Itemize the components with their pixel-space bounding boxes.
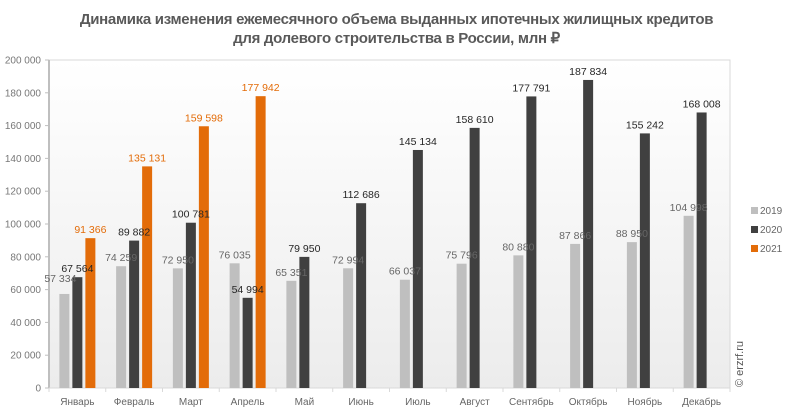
y-tick-label: 120 000 (5, 187, 42, 198)
bar-2019 (570, 243, 581, 388)
x-tick-label: Август (460, 397, 491, 408)
data-labels: 57 334 74 259 72 950 76 035 65 351 72 994 66 0… (44, 66, 720, 296)
data-label-2020: 54 994 (232, 284, 264, 296)
data-label-2019: 88 950 (616, 228, 648, 240)
bars (59, 79, 707, 389)
chart-title: Динамика изменения ежемесячного объема в… (0, 10, 793, 48)
y-tick-label: 180 000 (5, 88, 42, 99)
data-label-2019: 65 351 (275, 267, 307, 279)
bar-2021 (142, 166, 153, 388)
legend-swatch-2020 (751, 226, 758, 233)
data-label-2020: 177 791 (512, 82, 550, 94)
data-label-2021: 91 366 (74, 224, 106, 236)
data-label-2020: 79 950 (288, 243, 320, 255)
x-tick-label: Январь (60, 397, 94, 408)
data-label-2019: 72 950 (162, 254, 194, 266)
legend-swatch-2021 (751, 245, 758, 252)
data-label-2019: 72 994 (332, 254, 364, 266)
legend-label-2019: 2019 (760, 206, 783, 217)
bar-2019 (399, 279, 410, 388)
legend-swatch-2019 (751, 207, 758, 214)
x-tick-label: Октябрь (569, 396, 608, 408)
y-tick-label: 100 000 (5, 220, 42, 231)
data-label-2019: 76 035 (219, 249, 251, 261)
plot-area (48, 59, 731, 389)
watermark: © erzrf.ru (734, 341, 746, 387)
x-tick-label: Июль (405, 397, 431, 408)
y-tick-label: 200 000 (5, 56, 42, 67)
bar-2020 (412, 149, 423, 388)
x-tick-label: Февраль (114, 397, 155, 408)
bar-2020 (583, 79, 594, 388)
bar-2019 (286, 280, 297, 388)
bar-2019 (626, 242, 637, 388)
data-label-2019: 75 796 (446, 250, 478, 262)
data-label-2020: 67 564 (61, 263, 93, 275)
chart-title-line2: для долевого строительства в России, млн… (233, 30, 560, 47)
x-tick-label: Март (179, 397, 203, 408)
data-label-2021: 177 942 (242, 82, 280, 94)
data-label-2020: 100 781 (172, 209, 210, 221)
data-label-2020: 145 134 (399, 136, 437, 148)
bar-2019 (116, 266, 127, 388)
x-tick-label: Апрель (231, 397, 265, 408)
data-label-2020: 112 686 (343, 189, 380, 201)
x-tick-label: Сентябрь (509, 396, 554, 408)
bar-2020 (242, 297, 253, 388)
y-tick-label: 140 000 (5, 154, 42, 165)
data-label-2021: 159 598 (185, 112, 223, 124)
chart-title-line1: Динамика изменения ежемесячного объема в… (79, 11, 714, 28)
bar-2020 (185, 222, 196, 388)
data-label-2019: 74 259 (105, 252, 137, 264)
bar-2020 (696, 112, 707, 388)
bar-2021 (255, 96, 266, 389)
bar-2019 (513, 255, 524, 388)
bar-2021 (85, 238, 96, 388)
data-label-2019: 104 998 (670, 202, 708, 214)
y-tick-label: 20 000 (10, 351, 41, 362)
bar-2020 (299, 256, 310, 388)
data-label-2020: 155 242 (626, 119, 664, 131)
bar-2020 (356, 203, 367, 388)
data-label-2020: 168 008 (683, 98, 721, 110)
bar-2020 (129, 240, 140, 388)
legend-label-2020: 2020 (760, 225, 783, 236)
data-label-2020: 187 834 (569, 66, 607, 78)
data-label-2019: 80 880 (502, 241, 534, 253)
y-tick-label: 160 000 (5, 121, 42, 132)
data-label-2021: 135 131 (128, 152, 166, 164)
data-label-2019: 57 334 (44, 273, 76, 285)
bar-2019 (456, 263, 467, 388)
x-tick-label: Ноябрь (628, 396, 663, 408)
data-label-2020: 158 610 (456, 114, 494, 126)
y-axis: 0 20 000 40 000 60 000 80 000 100 000 120 000 1… (5, 56, 50, 395)
bar-2021 (198, 126, 209, 388)
bar-2019 (683, 215, 694, 388)
bar-2020 (639, 133, 650, 388)
x-tick-label: Май (295, 397, 315, 408)
bar-2020 (72, 277, 83, 388)
data-label-2020: 89 882 (118, 227, 150, 239)
y-tick-label: 60 000 (10, 285, 41, 296)
legend-label-2021: 2021 (760, 244, 783, 255)
bar-2019 (59, 293, 70, 388)
y-tick-label: 40 000 (10, 318, 41, 329)
bar-2019 (172, 268, 183, 388)
legend: 2019 2020 2021 (751, 206, 783, 255)
bar-2019 (229, 263, 240, 388)
data-label-2019: 66 037 (389, 266, 421, 278)
bar-2020 (469, 127, 480, 388)
data-label-2019: 87 866 (559, 230, 591, 242)
x-axis: Январь Февраль Март Апрель Май Июнь Июль Август… (48, 387, 731, 408)
y-tick-label: 80 000 (10, 252, 41, 263)
bar-2019 (343, 268, 354, 388)
x-tick-label: Июнь (348, 397, 373, 408)
x-tick-label: Декабрь (682, 396, 721, 408)
bar-2020 (526, 96, 537, 388)
y-tick-label: 0 (35, 384, 41, 395)
